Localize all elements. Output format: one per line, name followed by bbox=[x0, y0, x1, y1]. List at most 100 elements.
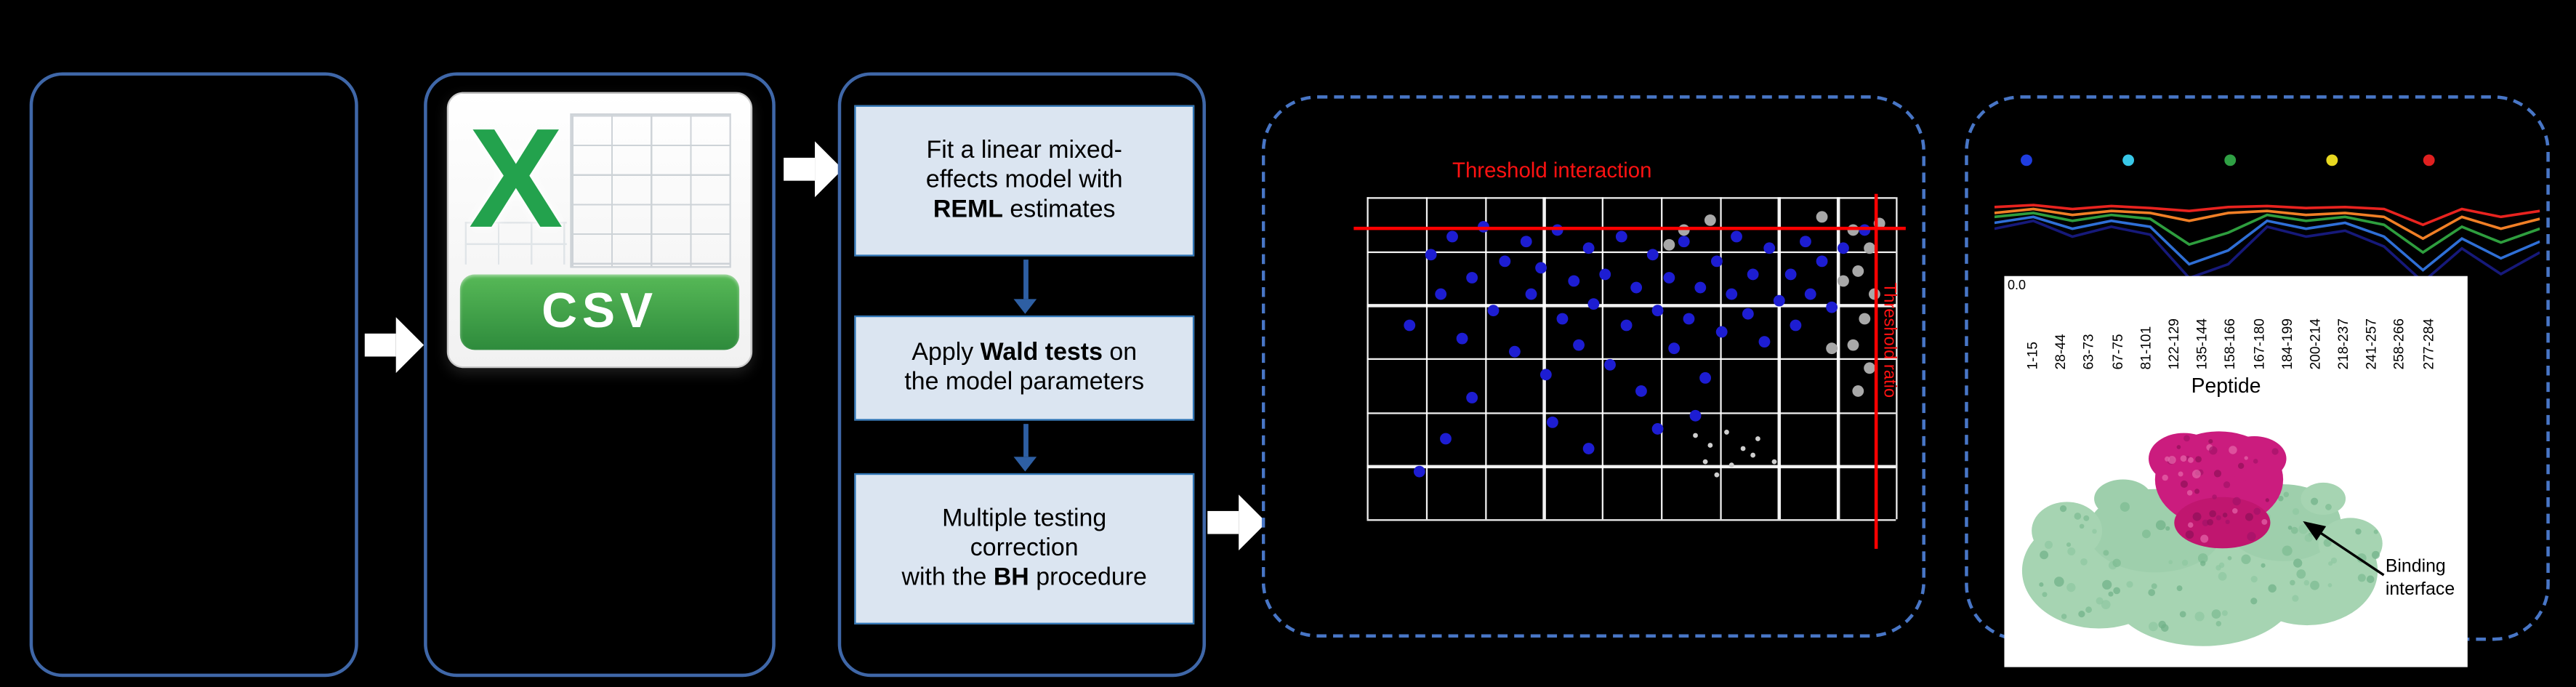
scatter-point bbox=[1456, 333, 1468, 345]
scatter-point bbox=[1567, 275, 1579, 287]
peptide-tick-label: 63-73 bbox=[2080, 334, 2097, 370]
grid-line bbox=[1367, 358, 1896, 361]
grid-line bbox=[1367, 465, 1896, 468]
scatter-point bbox=[1498, 255, 1510, 268]
scatter-point bbox=[1715, 326, 1728, 339]
peptide-tick-label: 184-199 bbox=[2278, 318, 2295, 370]
peptide-tick-label: 28-44 bbox=[2052, 334, 2069, 370]
scatter-point bbox=[1758, 336, 1770, 348]
peptide-tick-label: 241-257 bbox=[2362, 318, 2380, 370]
profile-series-series-orange bbox=[1995, 209, 2540, 238]
scatter-point bbox=[1708, 442, 1713, 448]
spreadsheet-grid-icon bbox=[570, 113, 731, 268]
scatter-point bbox=[1827, 300, 1838, 313]
scatter-point bbox=[1827, 342, 1838, 355]
scatter-point bbox=[1651, 304, 1664, 316]
peptide-axis-title: Peptide bbox=[2191, 374, 2261, 398]
flow-arrow-3 bbox=[1207, 494, 1267, 551]
scatter-point bbox=[1848, 340, 1859, 351]
scatter-point bbox=[1750, 452, 1756, 458]
scatter-point bbox=[1403, 320, 1415, 332]
scatter-point bbox=[1837, 243, 1849, 255]
scatter-point bbox=[1620, 320, 1632, 332]
peptide-tick-label: 81-101 bbox=[2136, 326, 2154, 370]
grid-line bbox=[1367, 411, 1896, 414]
scatter-point bbox=[1774, 294, 1786, 306]
scatter-point bbox=[1739, 446, 1745, 451]
scatter-point bbox=[1525, 288, 1537, 300]
csv-banner-label: CSV bbox=[542, 284, 658, 339]
arrow-shaft bbox=[1207, 510, 1239, 534]
epitope-panel: 0.0 1-15 28-44 63-73 67-75 81-101 122-129 135-… bbox=[1965, 95, 2550, 667]
legend-dot-icon bbox=[2020, 154, 2032, 166]
legend-dot-icon bbox=[2224, 154, 2237, 166]
step-wald-tests-text: Apply Wald tests on the model parameters bbox=[904, 337, 1145, 396]
scatter-point bbox=[1636, 385, 1648, 396]
scatter-point bbox=[1488, 304, 1500, 316]
scatter-point bbox=[1790, 320, 1801, 332]
scatter-point bbox=[1662, 239, 1675, 252]
csv-banner: CSV bbox=[459, 274, 740, 350]
binding-interface-label: Binding interface bbox=[2385, 557, 2455, 600]
peptide-tick-label: 200-214 bbox=[2306, 318, 2323, 370]
peptide-tick-label: 135-144 bbox=[2193, 318, 2210, 370]
scatter-point bbox=[1440, 433, 1452, 445]
scatter-point bbox=[1771, 459, 1777, 464]
scatter-point bbox=[1662, 272, 1675, 284]
stats-pipeline-box: Fit a linear mixed- effects model with R… bbox=[837, 72, 1206, 678]
csv-file-icon: X CSV bbox=[446, 92, 753, 369]
scatter-point bbox=[1729, 462, 1735, 467]
scatter-point bbox=[1546, 417, 1558, 429]
profile-series-series-green bbox=[1995, 213, 2540, 252]
flow-arrow-2 bbox=[784, 141, 843, 198]
profile-legend-dots bbox=[1995, 154, 2540, 167]
scatter-point bbox=[1853, 265, 1865, 278]
spreadsheet-grid-icon-small bbox=[464, 222, 567, 265]
scatter-point bbox=[1816, 210, 1828, 222]
scatter-point bbox=[1678, 236, 1691, 249]
scatter-point bbox=[1742, 307, 1754, 319]
scatter-point bbox=[1583, 243, 1595, 255]
scatter-point bbox=[1588, 297, 1601, 310]
threshold-interaction-line bbox=[1353, 226, 1906, 230]
arrow-head-icon bbox=[1013, 457, 1037, 472]
scatter-point bbox=[1704, 214, 1717, 226]
legend-dot-icon bbox=[2423, 154, 2435, 166]
scatter-point bbox=[1599, 268, 1611, 281]
arrow-shaft bbox=[1022, 260, 1028, 300]
arrow-head-icon bbox=[395, 317, 424, 374]
peptide-axis: 1-15 28-44 63-73 67-75 81-101 122-129 135-144 1… bbox=[2024, 281, 2448, 370]
arrow-shaft bbox=[364, 333, 396, 357]
grid-line bbox=[1367, 304, 1896, 307]
scatter-point bbox=[1535, 262, 1547, 274]
scatter-point bbox=[1858, 313, 1870, 326]
scatter-point bbox=[1692, 433, 1698, 438]
arrow-shaft bbox=[784, 157, 816, 181]
step-wald-tests: Apply Wald tests on the model parameters bbox=[854, 315, 1195, 421]
scatter-point bbox=[1837, 275, 1849, 287]
scatter-point bbox=[1667, 342, 1680, 355]
scatter-point bbox=[1556, 313, 1569, 326]
scatter-point bbox=[1863, 243, 1875, 255]
arrow-head-icon bbox=[1013, 299, 1037, 314]
scatter-point bbox=[1683, 313, 1696, 326]
scatter-point bbox=[1689, 410, 1701, 422]
step-bh-correction: Multiple testing correction with the BH … bbox=[854, 473, 1195, 624]
scatter-point bbox=[1509, 345, 1521, 358]
scatter-point bbox=[1694, 281, 1706, 294]
flow-arrow-1 bbox=[364, 317, 424, 374]
scatter-point bbox=[1784, 268, 1796, 281]
threshold-ratio-label: Threshold ratio bbox=[1879, 282, 1899, 398]
grid-line bbox=[1367, 251, 1896, 253]
peptide-tick-label: 167-180 bbox=[2250, 318, 2266, 370]
legend-dot-icon bbox=[2122, 154, 2135, 166]
scatter-point bbox=[1614, 230, 1627, 242]
scatter-point bbox=[1541, 368, 1553, 380]
grid-line bbox=[1367, 519, 1896, 522]
scatter-point bbox=[1710, 255, 1722, 268]
step-fit-model: Fit a linear mixed- effects model with R… bbox=[854, 105, 1195, 257]
scatter-point bbox=[1646, 249, 1659, 261]
scatter-point bbox=[1519, 236, 1531, 249]
scatter-point bbox=[1467, 390, 1478, 403]
scatter-point bbox=[1446, 230, 1457, 242]
